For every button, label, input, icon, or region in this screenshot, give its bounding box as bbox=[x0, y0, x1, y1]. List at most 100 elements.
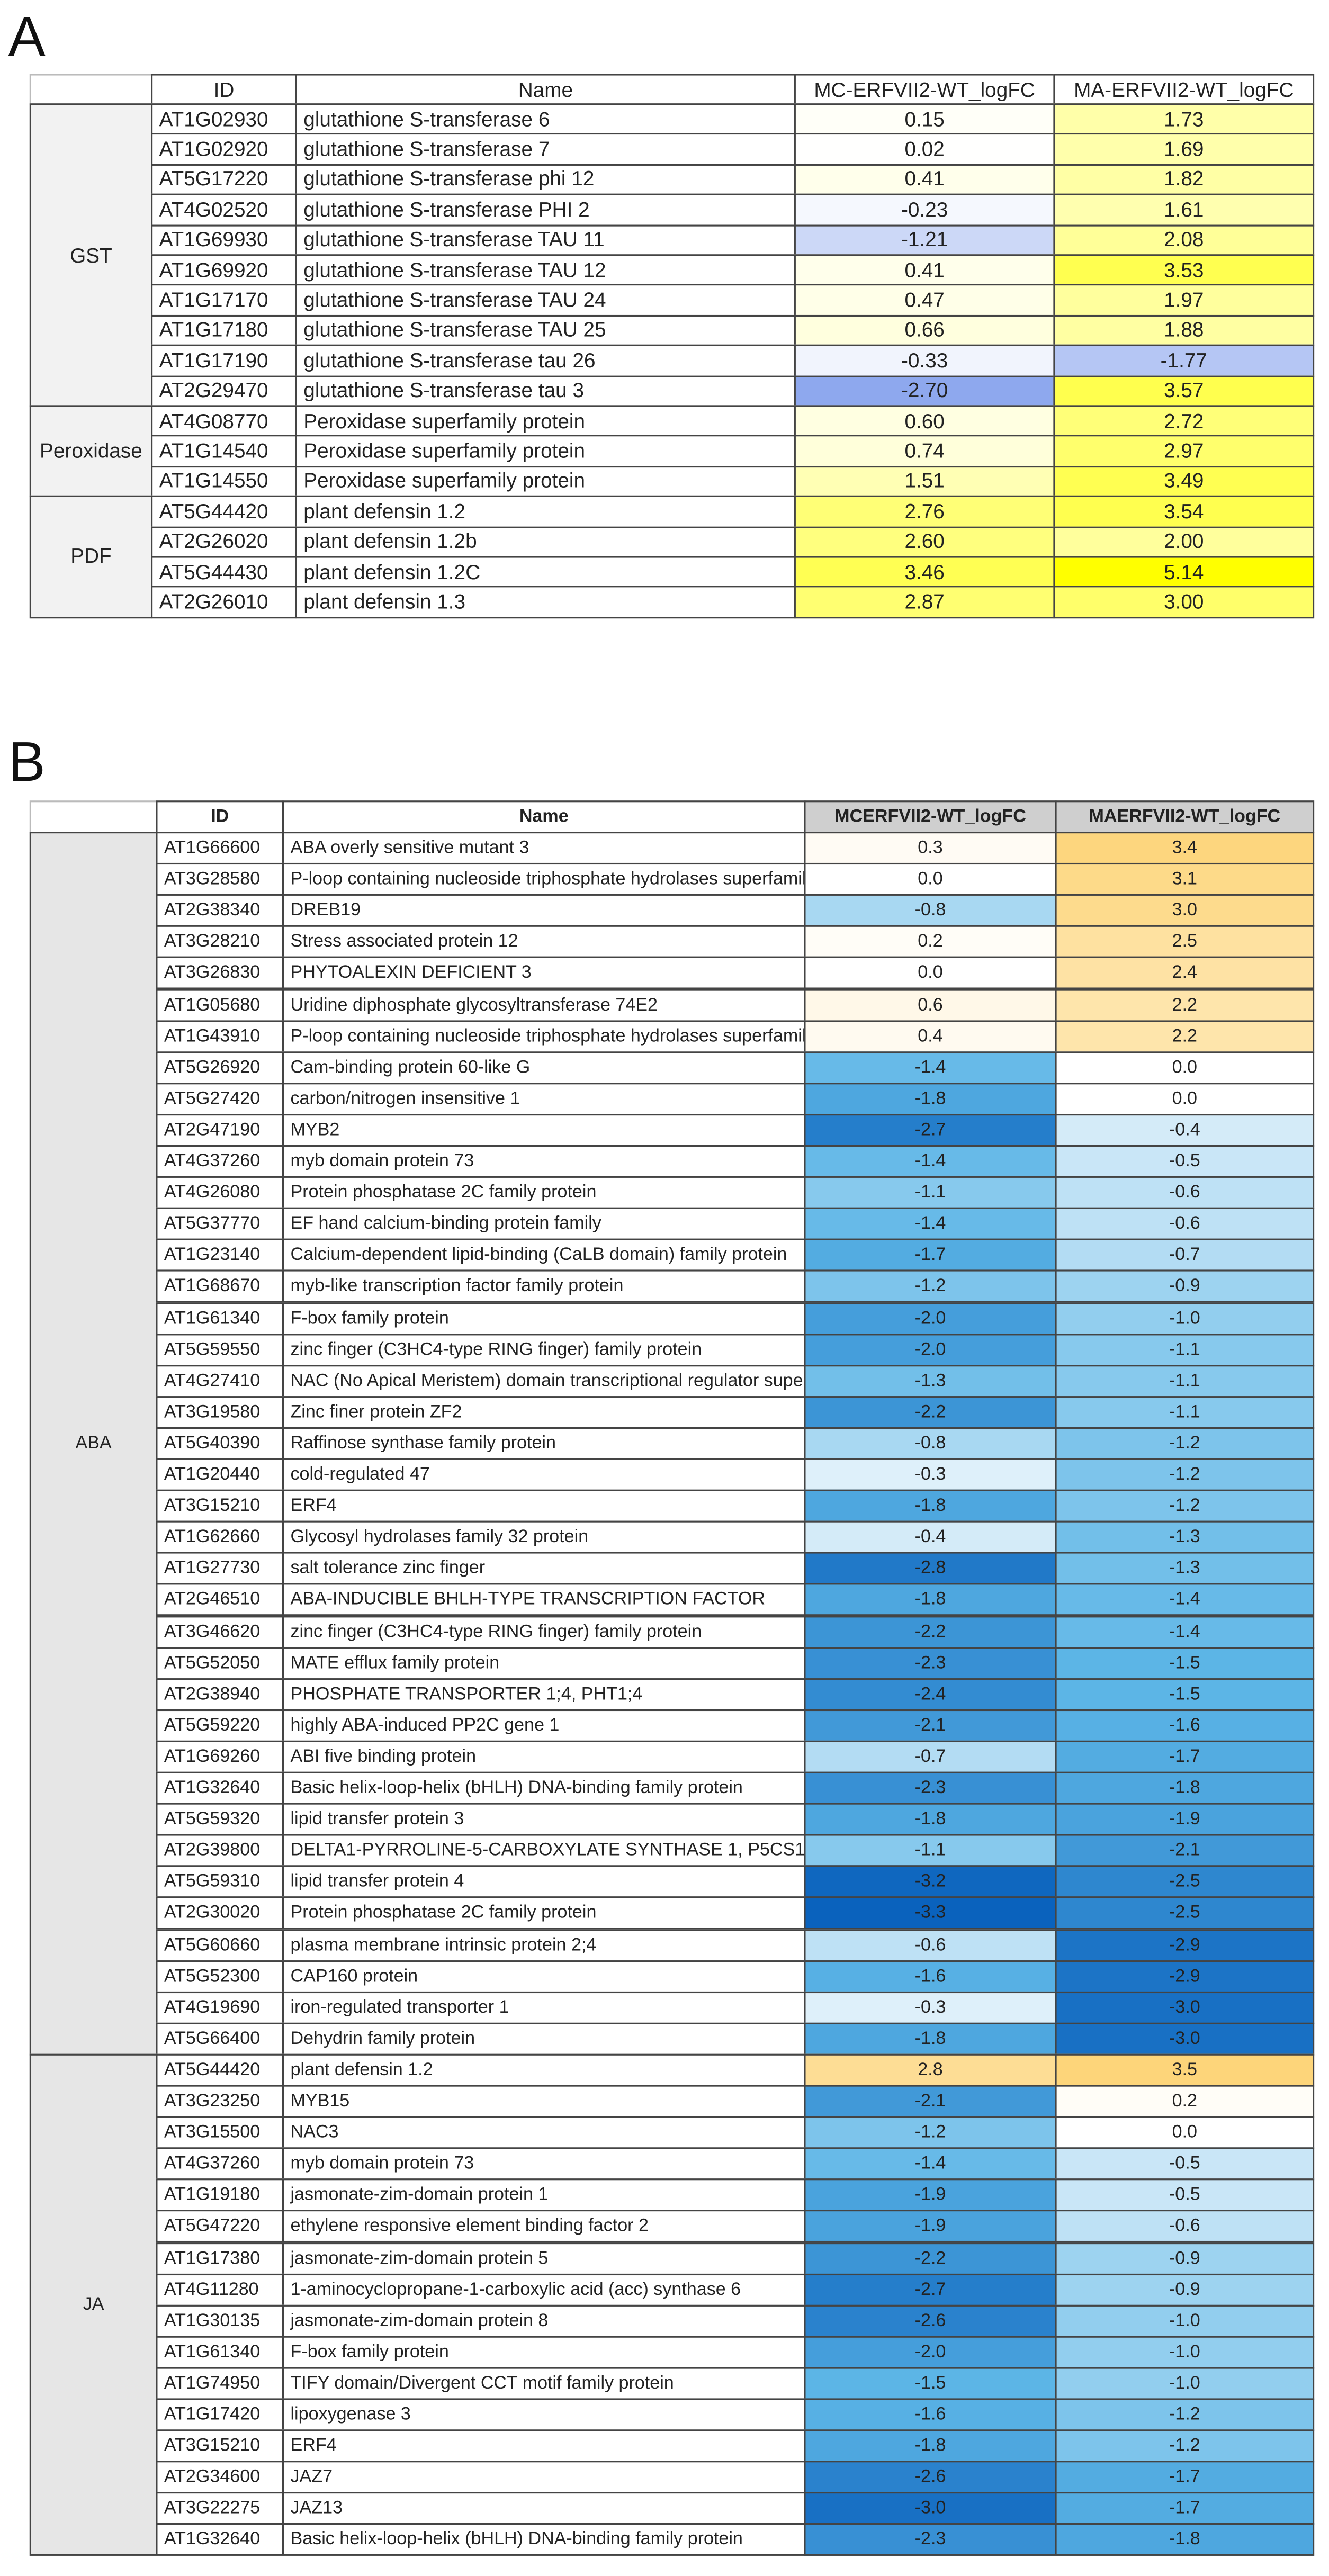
logfc-value: -1.77 bbox=[1053, 345, 1315, 377]
logfc-value: -1.6 bbox=[804, 1959, 1057, 1993]
logfc-value: -1.7 bbox=[1055, 2461, 1315, 2494]
logfc-value: 0.41 bbox=[794, 164, 1055, 196]
gene-name: F-box family protein bbox=[282, 1301, 806, 1335]
logfc-value: -0.5 bbox=[1055, 2147, 1315, 2181]
logfc-value: -0.8 bbox=[804, 1427, 1057, 1460]
logfc-value: 0.74 bbox=[794, 435, 1055, 467]
gene-name: Zinc finer protein ZF2 bbox=[282, 1395, 806, 1429]
gene-name: Basic helix-loop-helix (bHLH) DNA-bindin… bbox=[282, 1771, 806, 1805]
gene-id: AT5G27420 bbox=[156, 1082, 284, 1115]
logfc-value: 1.51 bbox=[794, 465, 1055, 498]
group-label: Peroxidase bbox=[29, 405, 153, 498]
gene-name: DREB19 bbox=[282, 894, 806, 927]
gene-id: AT1G61340 bbox=[156, 1301, 284, 1335]
logfc-value: 2.76 bbox=[794, 496, 1055, 528]
logfc-value: -1.9 bbox=[804, 2179, 1057, 2212]
gene-id: AT4G08770 bbox=[151, 405, 297, 437]
gene-id: AT5G59310 bbox=[156, 1866, 284, 1899]
logfc-value: -2.7 bbox=[804, 2273, 1057, 2306]
logfc-value: -2.70 bbox=[794, 375, 1055, 407]
logfc-value: -0.9 bbox=[1055, 1270, 1315, 1303]
logfc-value: -1.8 bbox=[804, 2429, 1057, 2463]
logfc-value: 1.61 bbox=[1053, 194, 1315, 226]
group-label: PDF bbox=[29, 496, 153, 618]
gene-name: plant defensin 1.2b bbox=[295, 526, 796, 558]
logfc-value: -2.2 bbox=[804, 1615, 1057, 1649]
logfc-value: -2.1 bbox=[1055, 1834, 1315, 1868]
gene-name: MYB15 bbox=[282, 2085, 806, 2118]
logfc-value: -1.2 bbox=[1055, 2429, 1315, 2463]
logfc-value: -2.3 bbox=[804, 1646, 1057, 1680]
gene-name: glutathione S-transferase 7 bbox=[295, 133, 796, 166]
logfc-value: 0.3 bbox=[804, 832, 1057, 865]
logfc-value: -2.0 bbox=[804, 1301, 1057, 1335]
logfc-value: -1.7 bbox=[1055, 1740, 1315, 1773]
column-header: ID bbox=[151, 74, 297, 105]
gene-id: AT5G37770 bbox=[156, 1208, 284, 1241]
gene-name: TIFY domain/Divergent CCT motif family p… bbox=[282, 2367, 806, 2400]
gene-name: Glycosyl hydrolases family 32 protein bbox=[282, 1521, 806, 1554]
gene-id: AT2G29470 bbox=[151, 375, 297, 407]
logfc-value: -1.8 bbox=[804, 1803, 1057, 1836]
gene-id: AT1G66600 bbox=[156, 832, 284, 865]
gene-id: AT5G59550 bbox=[156, 1333, 284, 1366]
gene-id: AT4G37260 bbox=[156, 1145, 284, 1178]
logfc-value: -0.23 bbox=[794, 194, 1055, 226]
logfc-value: -2.4 bbox=[804, 1678, 1057, 1711]
logfc-value: -0.9 bbox=[1055, 2273, 1315, 2306]
gene-id: AT1G20440 bbox=[156, 1458, 284, 1492]
logfc-value: 1.69 bbox=[1053, 133, 1315, 166]
gene-name: glutathione S-transferase PHI 2 bbox=[295, 194, 796, 226]
logfc-value: 1.73 bbox=[1053, 103, 1315, 136]
logfc-value: 0.02 bbox=[794, 133, 1055, 166]
logfc-value: -1.3 bbox=[804, 1364, 1057, 1398]
logfc-value: -3.2 bbox=[804, 1866, 1057, 1899]
logfc-value: -1.2 bbox=[1055, 1427, 1315, 1460]
gene-id: AT5G44430 bbox=[151, 556, 297, 588]
gene-id: AT3G26830 bbox=[156, 957, 284, 990]
gene-name: Peroxidase superfamily protein bbox=[295, 405, 796, 437]
gene-name: lipoxygenase 3 bbox=[282, 2398, 806, 2431]
logfc-value: 1.82 bbox=[1053, 164, 1315, 196]
gene-id: AT5G59320 bbox=[156, 1803, 284, 1836]
gene-id: AT1G14540 bbox=[151, 435, 297, 467]
gene-name: plant defensin 1.2 bbox=[295, 496, 796, 528]
gene-name: Uridine diphosphate glycosyltransferase … bbox=[282, 988, 806, 1022]
logfc-value: 0.66 bbox=[794, 314, 1055, 347]
logfc-value: -1.4 bbox=[1055, 1615, 1315, 1649]
logfc-value: -1.3 bbox=[1055, 1552, 1315, 1586]
gene-id: AT3G19580 bbox=[156, 1395, 284, 1429]
gene-name: JAZ13 bbox=[282, 2492, 806, 2526]
gene-id: AT2G30020 bbox=[156, 1897, 284, 1930]
logfc-value: -1.0 bbox=[1055, 2367, 1315, 2400]
logfc-value: -0.4 bbox=[1055, 1113, 1315, 1147]
logfc-value: -1.7 bbox=[804, 1239, 1057, 1272]
gene-name: 1-aminocyclopropane-1-carboxylic acid (a… bbox=[282, 2273, 806, 2306]
logfc-value: -2.1 bbox=[804, 2085, 1057, 2118]
logfc-value: 3.53 bbox=[1053, 254, 1315, 286]
logfc-value: 3.54 bbox=[1053, 496, 1315, 528]
gene-name: JAZ7 bbox=[282, 2461, 806, 2494]
column-header: MCERFVII2-WT_logFC bbox=[804, 800, 1057, 834]
logfc-value: -0.7 bbox=[804, 1740, 1057, 1773]
logfc-value: -1.8 bbox=[804, 1082, 1057, 1115]
logfc-value: 0.0 bbox=[804, 863, 1057, 896]
gene-id: AT1G68670 bbox=[156, 1270, 284, 1303]
logfc-value: 3.1 bbox=[1055, 863, 1315, 896]
logfc-value: 2.8 bbox=[804, 2053, 1057, 2087]
logfc-value: -1.8 bbox=[804, 1490, 1057, 1523]
logfc-value: 0.0 bbox=[804, 957, 1057, 990]
gene-id: AT5G52050 bbox=[156, 1646, 284, 1680]
column-header: ID bbox=[156, 800, 284, 834]
logfc-value: 0.2 bbox=[1055, 2085, 1315, 2118]
gene-name: plant defensin 1.2 bbox=[282, 2053, 806, 2087]
column-header: MAERFVII2-WT_logFC bbox=[1055, 800, 1315, 834]
gene-name: PHYTOALEXIN DEFICIENT 3 bbox=[282, 957, 806, 990]
logfc-value: -0.6 bbox=[1055, 1208, 1315, 1241]
logfc-value: 0.2 bbox=[804, 925, 1057, 959]
gene-id: AT3G28210 bbox=[156, 925, 284, 959]
logfc-value: 3.46 bbox=[794, 556, 1055, 588]
gene-id: AT1G14550 bbox=[151, 465, 297, 498]
logfc-value: 3.00 bbox=[1053, 586, 1315, 618]
gene-id: AT4G26080 bbox=[156, 1176, 284, 1210]
